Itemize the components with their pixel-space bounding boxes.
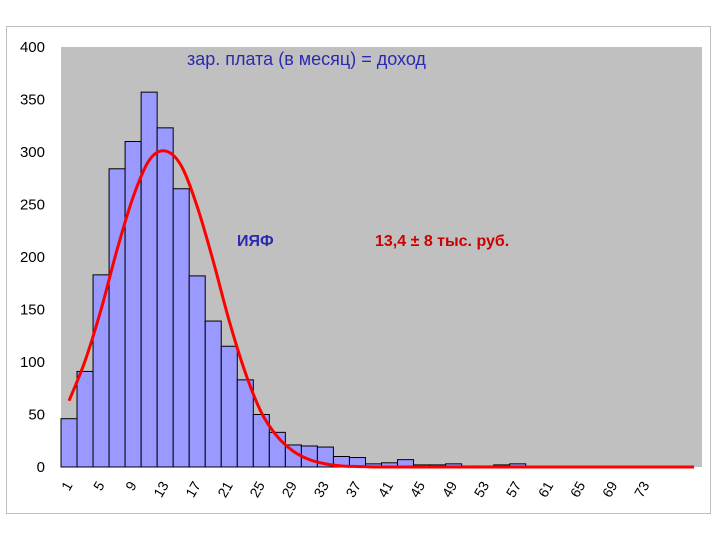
x-tick-label: 49 (439, 478, 461, 500)
histogram-bar (172, 188, 190, 468)
y-tick-label: 200 (20, 249, 45, 266)
x-tick-label: 25 (246, 478, 268, 500)
x-tick-label: 73 (631, 478, 653, 500)
annotation-institute: ИЯФ (237, 233, 274, 250)
x-tick-label: 69 (599, 478, 621, 500)
gaussian-fit-line (67, 149, 694, 469)
x-tick-label: 41 (374, 478, 396, 500)
histogram-bar (60, 418, 78, 468)
x-tick-label: 65 (567, 478, 589, 500)
histogram-bar (140, 91, 158, 468)
histogram-bar (188, 275, 206, 468)
y-tick-label: 400 (20, 39, 45, 56)
x-tick-label: 53 (471, 478, 493, 500)
y-tick-label: 100 (20, 354, 45, 371)
x-tick-label: 1 (58, 478, 76, 493)
y-tick-label: 150 (20, 302, 45, 319)
x-tick-label: 29 (278, 478, 300, 500)
histogram-bar (220, 345, 238, 468)
x-tick-label: 45 (407, 478, 429, 500)
annotation-mean-value: 13,4 ± 8 тыс. руб. (375, 233, 509, 250)
x-tick-label: 57 (503, 478, 525, 500)
y-tick-label: 50 (28, 407, 45, 424)
histogram-bar (76, 370, 94, 468)
x-tick-label: 37 (342, 478, 364, 500)
x-tick-label: 5 (90, 478, 108, 493)
chart-title: зар. плата (в месяц) = доход (187, 49, 426, 69)
histogram-bar (124, 141, 142, 468)
y-tick-label: 250 (20, 197, 45, 214)
bars (60, 91, 527, 468)
x-tick-label: 17 (182, 478, 204, 500)
y-axis: 0 50 100 150 200 250 300 350 400 (20, 39, 45, 476)
histogram-bar (204, 320, 222, 468)
x-tick-label: 61 (535, 478, 557, 500)
y-tick-label: 350 (20, 92, 45, 109)
y-tick-label: 300 (20, 144, 45, 161)
x-tick-label: 13 (150, 478, 172, 500)
x-axis: 1 5 9 13 17 21 25 29 33 37 41 45 49 53 57 61 65 69 73 (58, 478, 653, 500)
histogram-bar (92, 274, 110, 468)
chart-frame: 0 50 100 150 200 250 300 350 400 1 5 9 13 17 21 25 29 33… (6, 26, 711, 514)
y-tick-label: 0 (37, 459, 45, 476)
histogram-bar (236, 379, 254, 468)
histogram-bar (108, 168, 126, 468)
histogram-chart: 0 50 100 150 200 250 300 350 400 1 5 9 13 17 21 25 29 33… (20, 39, 702, 500)
x-tick-label: 9 (122, 478, 140, 493)
histogram-bar (156, 127, 174, 468)
x-tick-label: 33 (310, 478, 332, 500)
x-tick-label: 21 (214, 478, 236, 500)
